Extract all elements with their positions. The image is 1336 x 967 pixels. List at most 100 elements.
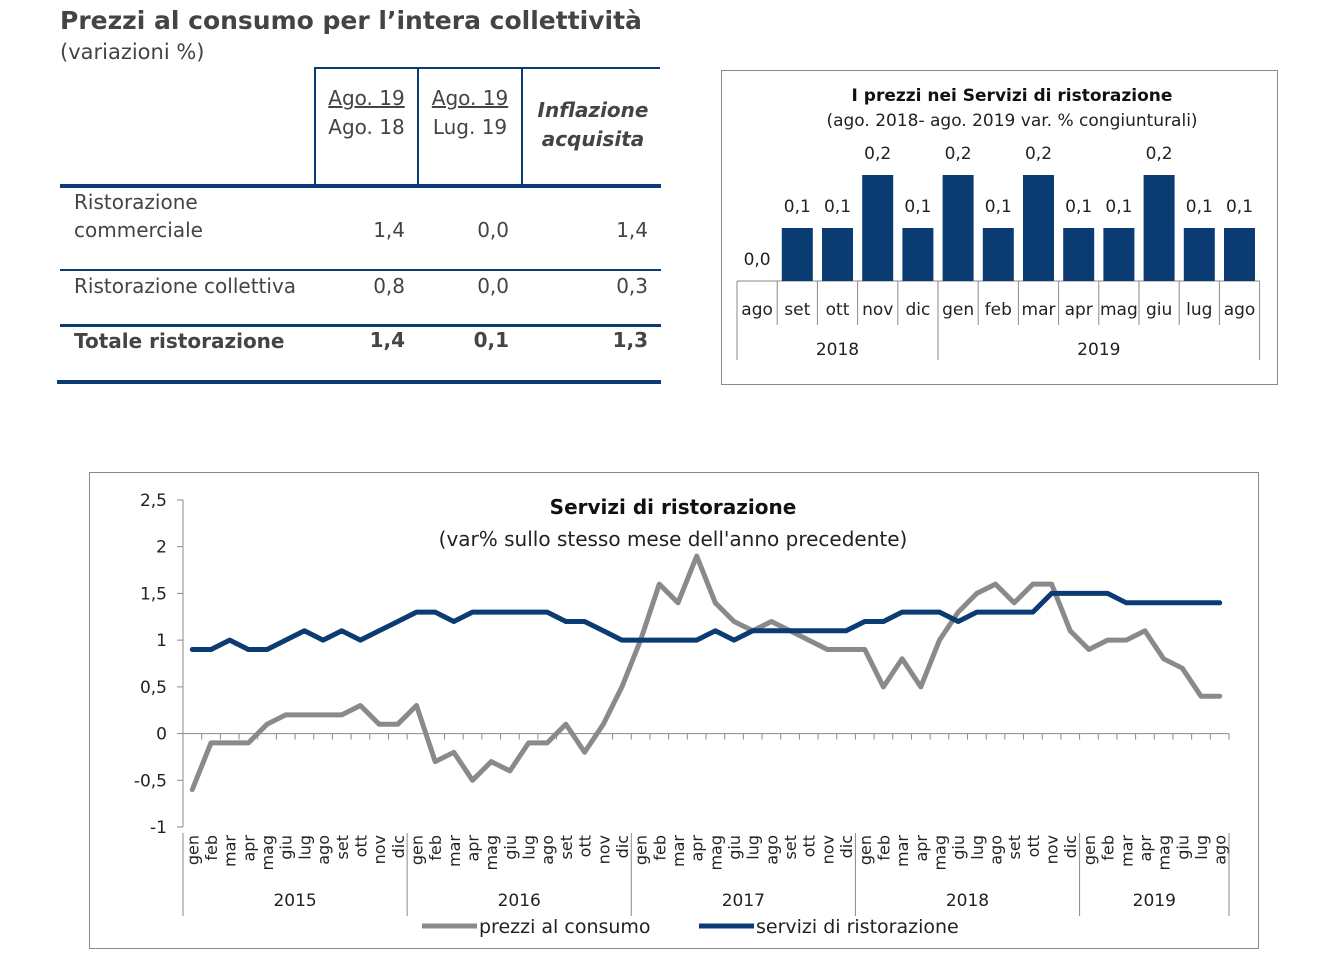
x-year-label: 2018 bbox=[946, 891, 989, 911]
x-month-label: gen bbox=[183, 835, 202, 865]
x-year-label: 2019 bbox=[1133, 891, 1176, 911]
x-month-label: feb bbox=[650, 835, 669, 861]
bar bbox=[982, 228, 1014, 281]
bar-category-label: gen bbox=[942, 300, 974, 320]
bar-category-label: ago bbox=[741, 300, 773, 320]
x-month-label: gen bbox=[407, 835, 426, 865]
bar-category-label: lug bbox=[1186, 300, 1212, 320]
x-month-label: mag bbox=[930, 835, 949, 871]
x-month-label: lug bbox=[295, 835, 314, 860]
row-label-line: commerciale bbox=[74, 218, 203, 242]
x-month-label: ago bbox=[762, 835, 781, 865]
table-bottom-rule bbox=[57, 380, 661, 384]
header-col-2-top: Ago. 19 bbox=[431, 86, 509, 110]
x-month-label: apr bbox=[688, 835, 707, 862]
bar bbox=[902, 228, 934, 281]
series-line-servizi-di-ristorazione bbox=[189, 590, 1223, 652]
x-month-label: ott bbox=[800, 835, 819, 857]
header-col-3: Inflazione acquisita bbox=[523, 96, 663, 154]
bar-category-label: feb bbox=[985, 300, 1012, 320]
x-month-label: ott bbox=[1024, 835, 1043, 857]
bar-category-label: apr bbox=[1065, 300, 1093, 320]
x-month-label: ott bbox=[576, 835, 595, 857]
table-subtitle: (variazioni %) bbox=[60, 40, 205, 64]
row-value: 1,4 bbox=[369, 328, 405, 352]
header-col-1: Ago. 19 Ago. 18 bbox=[316, 84, 417, 142]
x-month-label: feb bbox=[1099, 835, 1118, 861]
x-year-label: 2016 bbox=[498, 891, 541, 911]
row-value: 0,3 bbox=[616, 274, 648, 298]
bar bbox=[1224, 228, 1255, 281]
bar-category-label: nov bbox=[862, 300, 893, 320]
x-month-label: lug bbox=[1192, 835, 1211, 860]
row-label-ristorazione-commerciale: Ristorazione commerciale bbox=[74, 188, 203, 244]
x-month-label: ago bbox=[314, 835, 333, 865]
bar-year-label: 2018 bbox=[816, 340, 859, 360]
bar-data-label: 0,1 bbox=[1065, 197, 1092, 217]
bar-data-label: 0,1 bbox=[985, 197, 1012, 217]
line-chart-subtitle: (var% sullo stesso mese dell'anno preced… bbox=[439, 527, 908, 551]
line-chart-frame bbox=[89, 472, 1259, 949]
x-month-label: set bbox=[781, 835, 800, 859]
bar-data-label: 0,1 bbox=[824, 197, 851, 217]
x-month-label: set bbox=[1005, 835, 1024, 859]
x-month-label: apr bbox=[239, 835, 258, 862]
bar-category-label: ago bbox=[1224, 300, 1256, 320]
x-month-label: set bbox=[333, 835, 352, 859]
x-month-label: mar bbox=[893, 835, 912, 867]
y-tick-label: 2,5 bbox=[140, 491, 167, 511]
bar bbox=[1183, 228, 1215, 281]
x-year-label: 2015 bbox=[273, 891, 316, 911]
row-label-line: Ristorazione collettiva bbox=[74, 274, 297, 298]
x-month-label: nov bbox=[370, 835, 389, 864]
series-line-prezzi-al-consumo bbox=[189, 553, 1223, 793]
x-month-label: gen bbox=[1080, 835, 1099, 865]
header-col-2: Ago. 19 Lug. 19 bbox=[419, 84, 521, 142]
y-tick-label: 2 bbox=[156, 538, 167, 558]
row-label-line: Ristorazione bbox=[74, 190, 198, 214]
x-month-label: feb bbox=[874, 835, 893, 861]
bar-category-label: giu bbox=[1146, 300, 1172, 320]
table-col-divider bbox=[521, 67, 523, 185]
bar-data-label: 0,1 bbox=[1226, 197, 1253, 217]
table-row-rule bbox=[60, 269, 661, 271]
row-value: 1,4 bbox=[373, 218, 405, 242]
bar-chart: I prezzi nei Servizi di ristorazione (ag… bbox=[736, 86, 1261, 360]
bar-data-label: 0,2 bbox=[945, 144, 972, 164]
x-month-label: feb bbox=[202, 835, 221, 861]
x-month-label: mar bbox=[669, 835, 688, 867]
x-month-label: lug bbox=[744, 835, 763, 860]
bar-data-label: 0,2 bbox=[1146, 144, 1173, 164]
y-tick-label: 0 bbox=[156, 725, 167, 745]
bar-category-label: dic bbox=[905, 300, 930, 320]
x-month-label: nov bbox=[1043, 835, 1062, 864]
x-month-label: ago bbox=[538, 835, 557, 865]
bar-category-label: ott bbox=[826, 300, 850, 320]
x-month-label: mag bbox=[482, 835, 501, 871]
x-month-label: ago bbox=[1211, 835, 1230, 865]
x-month-label: dic bbox=[389, 835, 408, 858]
x-month-label: dic bbox=[613, 835, 632, 858]
row-label-totale-ristorazione: Totale ristorazione bbox=[74, 327, 285, 355]
bar-category-label: set bbox=[784, 300, 810, 320]
x-month-label: mag bbox=[1155, 835, 1174, 871]
bar-data-label: 0,1 bbox=[1105, 197, 1132, 217]
x-month-label: nov bbox=[818, 835, 837, 864]
bar-chart-subtitle: (ago. 2018- ago. 2019 var. % congiuntura… bbox=[826, 111, 1197, 131]
bar bbox=[862, 175, 894, 281]
row-label-ristorazione-collettiva: Ristorazione collettiva bbox=[74, 272, 296, 300]
bar-data-label: 0,2 bbox=[864, 144, 891, 164]
bar bbox=[1143, 175, 1175, 281]
x-month-label: feb bbox=[426, 835, 445, 861]
bar bbox=[1063, 228, 1095, 281]
header-col-3-top: Inflazione bbox=[537, 98, 649, 122]
x-month-label: ago bbox=[987, 835, 1006, 865]
x-month-label: dic bbox=[837, 835, 856, 858]
row-value: 0,8 bbox=[373, 274, 405, 298]
y-tick-label: 0,5 bbox=[140, 678, 167, 698]
x-month-label: giu bbox=[1173, 835, 1192, 860]
row-value: 0,0 bbox=[477, 218, 509, 242]
row-value: 0,1 bbox=[473, 328, 509, 352]
x-month-label: mar bbox=[445, 835, 464, 867]
x-month-label: nov bbox=[594, 835, 613, 864]
